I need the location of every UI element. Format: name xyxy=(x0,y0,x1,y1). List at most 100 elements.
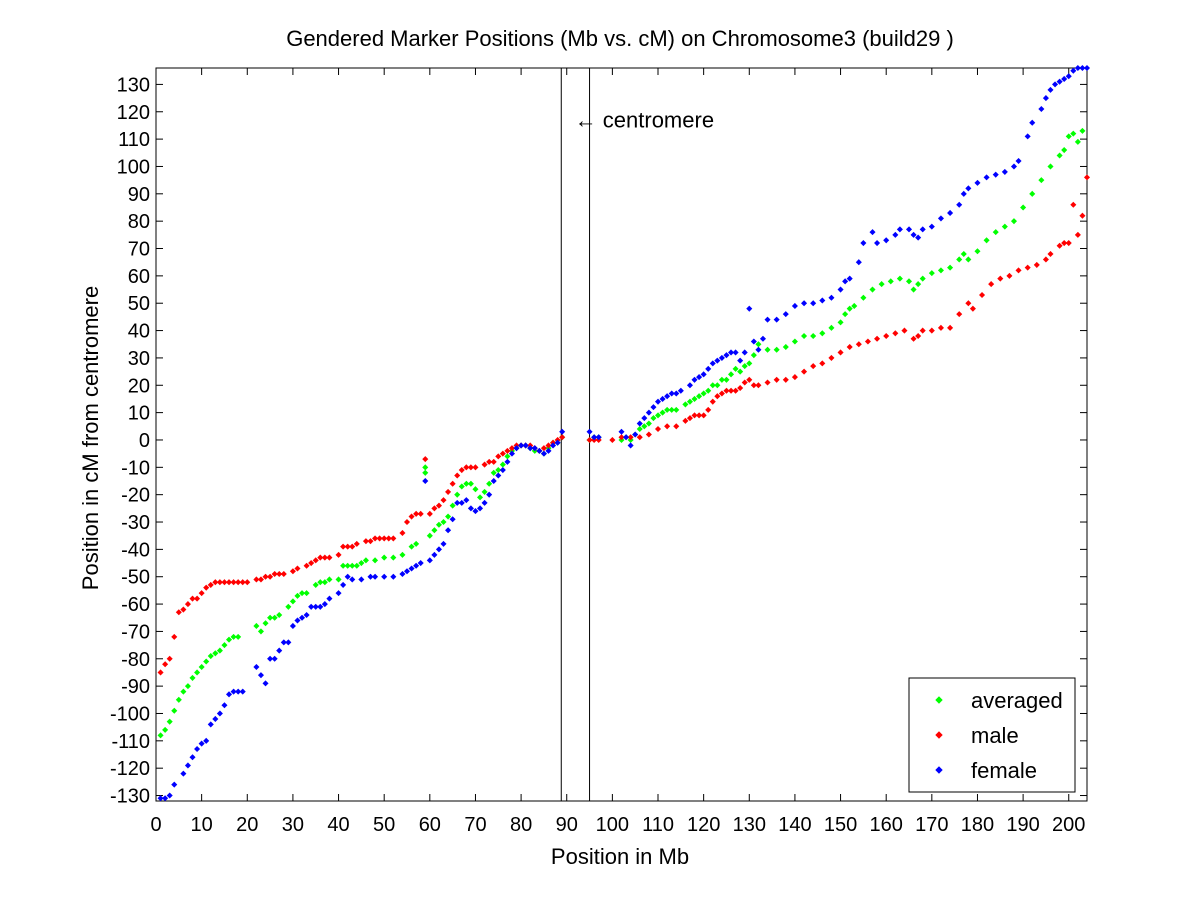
data-point-averaged xyxy=(1065,133,1072,140)
data-point-female xyxy=(326,595,333,602)
data-point-female xyxy=(545,447,552,454)
data-point-female xyxy=(623,434,630,441)
data-point-male xyxy=(728,387,735,394)
data-point-averaged xyxy=(481,488,488,495)
data-point-averaged xyxy=(750,352,757,359)
data-point-female xyxy=(1065,73,1072,80)
data-point-male xyxy=(403,518,411,526)
data-point-male xyxy=(673,423,680,430)
data-point-male xyxy=(997,275,1004,282)
data-point-male xyxy=(326,554,333,561)
legend-label-male: male xyxy=(971,723,1019,748)
data-point-male xyxy=(791,374,798,381)
data-point-male xyxy=(390,535,397,542)
data-point-averaged xyxy=(490,469,497,476)
data-point-averaged xyxy=(180,688,187,695)
data-point-male xyxy=(705,406,712,413)
data-point-averaged xyxy=(686,398,693,405)
data-point-female xyxy=(216,710,223,717)
data-point-male xyxy=(1006,272,1013,279)
data-point-female xyxy=(586,428,593,435)
data-point-female xyxy=(403,568,411,575)
data-point-averaged xyxy=(445,513,452,520)
data-point-female xyxy=(476,505,484,512)
data-point-male xyxy=(1042,256,1049,263)
data-point-female xyxy=(458,499,465,506)
data-point-female xyxy=(221,702,228,709)
data-point-averaged xyxy=(755,341,762,348)
data-point-male xyxy=(864,338,871,345)
y-axis-label: Position in cM from centromere xyxy=(78,286,103,590)
x-tick-label: 140 xyxy=(778,814,811,836)
data-point-averaged xyxy=(212,650,219,657)
data-point-male xyxy=(385,535,392,542)
data-point-male xyxy=(440,497,447,504)
legend-label-averaged: averaged xyxy=(971,688,1063,713)
data-point-averaged xyxy=(235,633,242,640)
data-point-female xyxy=(271,655,278,662)
plot-frame xyxy=(155,67,1088,802)
data-point-averaged xyxy=(673,406,680,413)
data-point-male xyxy=(321,554,328,561)
data-point-averaged xyxy=(486,480,493,487)
data-point-male xyxy=(636,434,643,441)
data-point-male xyxy=(495,453,502,460)
data-point-averaged xyxy=(851,302,858,309)
data-point-averaged xyxy=(732,365,739,372)
data-point-male xyxy=(417,510,424,517)
y-tick-label: 10 xyxy=(128,403,150,425)
data-point-averaged xyxy=(362,557,369,564)
data-point-female xyxy=(166,792,173,799)
data-point-averaged xyxy=(956,256,963,263)
data-point-female xyxy=(910,231,917,238)
x-tick-label: 20 xyxy=(236,814,258,836)
x-tick-label: 60 xyxy=(419,814,441,836)
y-tick-label: 70 xyxy=(128,239,150,261)
data-point-male xyxy=(426,510,433,517)
data-point-averaged xyxy=(1074,138,1081,145)
data-point-female xyxy=(308,603,315,610)
data-point-averaged xyxy=(1020,204,1027,211)
data-point-female xyxy=(1042,95,1049,102)
data-point-female xyxy=(518,442,525,449)
data-point-female xyxy=(737,357,744,364)
data-point-averaged xyxy=(746,360,753,367)
data-point-male xyxy=(723,387,730,394)
data-point-male xyxy=(1070,201,1077,208)
data-point-male xyxy=(855,341,862,348)
y-tick-label: -20 xyxy=(121,485,150,507)
legend-marker-averaged xyxy=(935,696,943,704)
data-point-averaged xyxy=(691,395,698,402)
y-tick-label: -30 xyxy=(121,512,150,534)
data-point-averaged xyxy=(184,683,191,690)
data-point-male xyxy=(737,384,744,392)
data-point-averaged xyxy=(157,732,164,739)
data-point-female xyxy=(974,179,981,186)
data-point-averaged xyxy=(189,674,196,681)
y-tick-label: -50 xyxy=(121,567,150,589)
data-point-male xyxy=(801,368,808,375)
data-point-female xyxy=(486,491,493,498)
data-point-averaged xyxy=(659,409,666,416)
data-point-averaged xyxy=(294,592,301,599)
data-point-averaged xyxy=(449,502,456,509)
data-point-male xyxy=(609,436,616,443)
y-tick-label: -90 xyxy=(121,676,150,698)
data-point-male xyxy=(691,412,698,419)
data-point-female xyxy=(947,209,954,216)
data-point-averaged xyxy=(1001,223,1008,230)
data-point-female xyxy=(276,647,283,654)
data-point-male xyxy=(203,584,210,591)
data-point-female xyxy=(905,226,913,233)
x-tick-label: 50 xyxy=(373,814,395,836)
data-point-averaged xyxy=(810,333,817,340)
data-point-male xyxy=(180,606,187,613)
data-point-averaged xyxy=(340,562,347,569)
data-point-averaged xyxy=(992,229,999,236)
data-point-female xyxy=(654,398,662,405)
data-point-female xyxy=(828,294,835,301)
data-point-averaged xyxy=(718,376,725,383)
x-tick-label: 40 xyxy=(327,814,349,836)
x-tick-label: 130 xyxy=(733,814,766,836)
